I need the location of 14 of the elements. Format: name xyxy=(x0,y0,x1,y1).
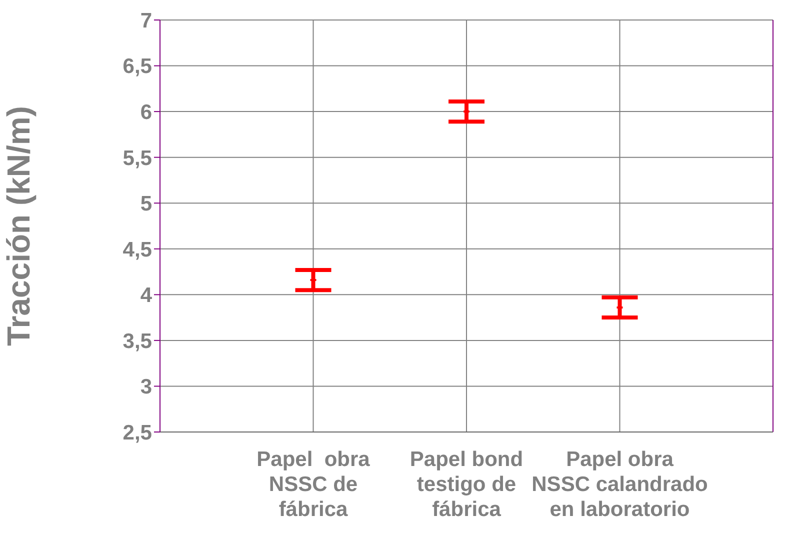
y-tick-label: 5,5 xyxy=(122,146,152,170)
y-tick-label: 4,5 xyxy=(122,238,152,262)
y-tick-label: 6 xyxy=(140,101,152,124)
y-tick-label: 7 xyxy=(140,9,152,32)
y-tick-label: 3,5 xyxy=(122,330,152,353)
y-tick-label: 4 xyxy=(140,284,152,308)
x-tick-label: Papel obra NSSC de fábrica xyxy=(256,448,370,521)
y-tick-label: 6,5 xyxy=(122,55,152,78)
y-tick-label: 3 xyxy=(140,376,152,399)
x-tick-label: Papel obra NSSC calandrado en laboratorio xyxy=(532,448,708,521)
y-axis-title: Tracción (kN/m) xyxy=(0,106,36,346)
y-tick-label: 5 xyxy=(140,192,152,216)
x-tick-label: Papel bond testigo de fábrica xyxy=(410,448,524,521)
y-tick-label: 2,5 xyxy=(122,421,152,444)
